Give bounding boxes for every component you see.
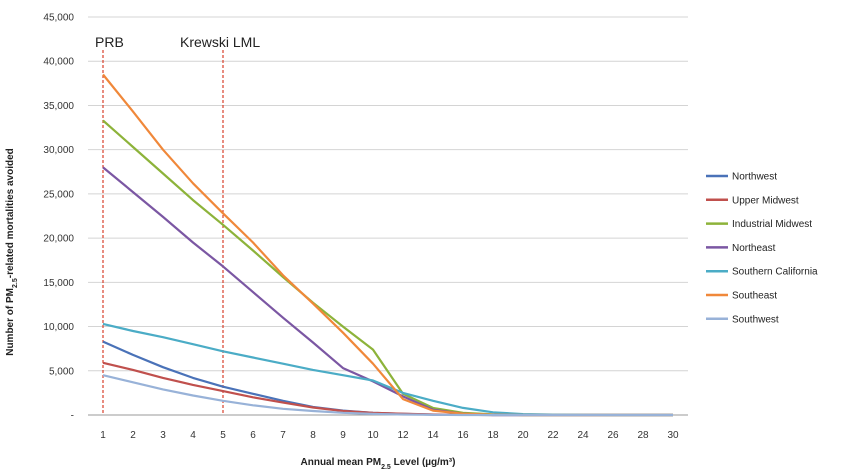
x-tick-label: 1 <box>100 430 106 441</box>
y-tick-label: 35,000 <box>43 101 74 112</box>
annotations: PRB Krewski LML <box>95 34 260 415</box>
x-tick-label: 30 <box>667 430 679 441</box>
x-tick-label: 22 <box>547 430 559 441</box>
series-line <box>102 340 673 417</box>
x-tick-label: 8 <box>310 430 316 441</box>
annotation-label: Krewski LML <box>180 34 260 50</box>
y-tick-label: 45,000 <box>43 13 74 24</box>
x-tick-label: 12 <box>397 430 409 441</box>
y-tick-label: 10,000 <box>43 322 74 333</box>
x-tick-label: 16 <box>457 430 469 441</box>
x-tick-label: 28 <box>637 430 649 441</box>
legend-label: Southern California <box>732 267 818 278</box>
y-tick-label: - <box>71 411 74 422</box>
y-tick-label: 25,000 <box>43 189 74 200</box>
x-tick-label: 24 <box>577 430 589 441</box>
legend: Northwest Upper Midwest Industrial Midwest… <box>706 172 818 325</box>
series-line <box>102 322 673 417</box>
series-lines <box>102 73 673 417</box>
x-tick-label: 2 <box>130 430 136 441</box>
y-tick-label: 40,000 <box>43 57 74 68</box>
x-axis-title: Annual mean PM2.5 Level (µg/m³) <box>301 457 456 471</box>
legend-label: Southwest <box>732 314 779 325</box>
x-tick-label: 14 <box>427 430 439 441</box>
y-tick-label: 30,000 <box>43 145 74 156</box>
legend-label: Upper Midwest <box>732 195 799 206</box>
y-axis-tick-labels: - 5,000 10,000 15,000 20,000 25,000 30,000 35,0… <box>43 13 74 422</box>
x-axis-tick-labels: 1 2 3 4 5 6 7 8 9 10 12 14 16 18 20 22 24 26 28 30 <box>100 430 679 441</box>
x-tick-label: 6 <box>250 430 256 441</box>
annotation-label: PRB <box>95 34 124 50</box>
series-line <box>102 166 673 417</box>
series-line <box>102 73 673 417</box>
legend-label: Industrial Midwest <box>732 219 812 230</box>
series-line <box>102 374 673 417</box>
legend-label: Northeast <box>732 243 776 254</box>
x-tick-label: 18 <box>487 430 499 441</box>
y-tick-label: 15,000 <box>43 278 74 289</box>
legend-label: Northwest <box>732 172 777 183</box>
x-tick-label: 9 <box>340 430 346 441</box>
y-tick-label: 20,000 <box>43 234 74 245</box>
x-tick-label: 10 <box>367 430 379 441</box>
x-tick-label: 26 <box>607 430 619 441</box>
x-tick-label: 5 <box>220 430 226 441</box>
x-tick-label: 7 <box>280 430 286 441</box>
gridlines <box>88 16 688 416</box>
legend-label: Southeast <box>732 291 777 302</box>
x-tick-label: 4 <box>190 430 196 441</box>
y-axis-title: Number of PM2.5-related mortalities avoi… <box>5 148 19 356</box>
x-tick-label: 3 <box>160 430 166 441</box>
x-tick-label: 20 <box>517 430 529 441</box>
y-tick-label: 5,000 <box>49 366 74 377</box>
